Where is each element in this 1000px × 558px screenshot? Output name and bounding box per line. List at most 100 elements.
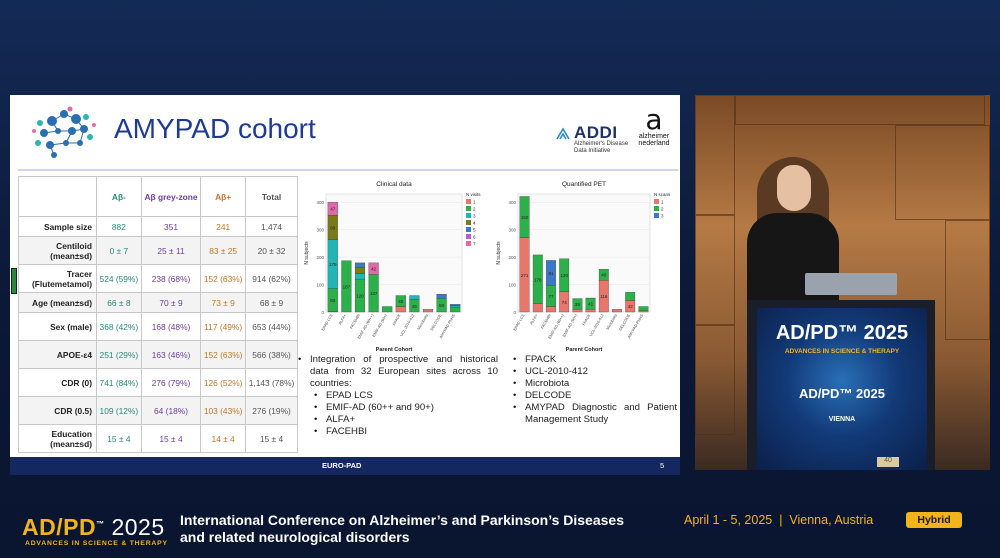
cell-abeta-pos: 73 ± 9 bbox=[200, 292, 247, 313]
header-empty bbox=[18, 176, 97, 217]
addi-subtitle: Alzheimer's Disease Data Initiative bbox=[574, 141, 629, 154]
alz-name: alzheimer nederland bbox=[638, 133, 670, 147]
adpd-logo-year: 2025 bbox=[111, 514, 165, 540]
x-tick-label: DELCODE bbox=[430, 313, 443, 331]
bar-segment bbox=[450, 304, 461, 306]
data-label: 89 bbox=[330, 225, 336, 230]
bar-segment bbox=[532, 254, 543, 304]
speaker-face bbox=[777, 165, 811, 211]
row-label: Age (mean±sd) bbox=[18, 292, 97, 313]
legend-entry: 2 bbox=[661, 207, 664, 212]
y-tick-label: 300 bbox=[508, 228, 516, 233]
row-label: CDR (0) bbox=[18, 368, 97, 397]
x-tick-label: FPACK bbox=[582, 313, 592, 326]
bullet-alfa: ALFA+ bbox=[298, 414, 498, 426]
conference-title-line2: and related neurological disorders bbox=[180, 529, 410, 545]
table-header-row: Aβ- Aβ grey-zone Aβ+ Total bbox=[18, 176, 298, 217]
data-label: 179 bbox=[329, 262, 337, 267]
legend-swatch bbox=[654, 206, 659, 211]
cell-abeta-pos: 152 (63%) bbox=[200, 264, 247, 293]
legend-swatch bbox=[466, 227, 471, 232]
cell-total: 1,143 (78%) bbox=[245, 368, 298, 397]
bullet-fpack: FPACK bbox=[513, 354, 677, 366]
podium-logo: AD/PD™ 2025 bbox=[775, 322, 909, 344]
bar-segment bbox=[546, 306, 556, 313]
legend-entry: 3 bbox=[473, 214, 476, 219]
alzheimer-nederland-logo: a alzheimer nederland bbox=[632, 103, 676, 155]
legend-title: N visits bbox=[466, 192, 481, 197]
y-tick-label: 100 bbox=[316, 283, 324, 288]
data-label: 47 bbox=[330, 207, 336, 212]
brain-network-logo bbox=[32, 106, 96, 158]
data-label: 39 bbox=[575, 302, 581, 307]
bullet-facehbi: FACEHBI bbox=[298, 426, 498, 438]
table-row: Tracer (Flutemetamol) 524 (59%) 238 (68%) 1… bbox=[18, 264, 298, 293]
cell-abeta-grey: 64 (18%) bbox=[140, 396, 202, 425]
cell-abeta-pos: 241 bbox=[200, 216, 247, 237]
chart-title: Clinical data bbox=[376, 181, 412, 188]
cell-abeta-pos: 117 (49%) bbox=[200, 312, 247, 341]
header-total: Total bbox=[245, 176, 298, 217]
cell-abeta-grey: 70 ± 9 bbox=[140, 292, 202, 313]
table-row: Centiloid (mean±sd) 0 ± 7 25 ± 11 83 ± 25 20… bbox=[18, 236, 298, 265]
legend-entry: 2 bbox=[473, 207, 476, 212]
podium-screen: AD/PD™ 2025 ADVANCES IN SCIENCE & THERAP… bbox=[757, 308, 927, 470]
legend-entry: 1 bbox=[661, 200, 664, 205]
data-label: 83 bbox=[330, 298, 336, 303]
bar-segment bbox=[409, 295, 420, 300]
data-label: 120 bbox=[356, 294, 364, 299]
footer-label: EURO-PAD bbox=[322, 461, 362, 470]
bar-segment bbox=[546, 260, 556, 286]
data-label: 271 bbox=[521, 273, 529, 278]
legend-swatch bbox=[466, 213, 471, 218]
alz-mark: a bbox=[645, 103, 663, 136]
bar-segment bbox=[559, 258, 570, 292]
cell-abeta-neg: 251 (29%) bbox=[96, 340, 142, 369]
cell-total: 68 ± 9 bbox=[245, 292, 298, 313]
cell-total: 15 ± 4 bbox=[245, 424, 298, 453]
cell-abeta-neg: 66 ± 8 bbox=[96, 292, 142, 313]
x-tick-label: FACEHBI bbox=[540, 314, 552, 330]
legend-entry: 5 bbox=[473, 228, 476, 233]
presentation-slide: AMYPAD cohort ADDI Alzheimer's Disease D… bbox=[10, 95, 680, 475]
bar-segment bbox=[327, 202, 338, 216]
slide-page-number: 5 bbox=[660, 461, 665, 470]
bullet-amypad-study: AMYPAD Diagnostic and Patient Management… bbox=[513, 402, 677, 426]
y-tick-label: 0 bbox=[513, 310, 516, 315]
y-axis-label: N subjects bbox=[496, 241, 502, 265]
bar-segment bbox=[572, 309, 583, 313]
data-label: 74 bbox=[562, 300, 568, 305]
cell-abeta-grey: 238 (68%) bbox=[140, 264, 202, 293]
table-row: Sample size 882 351 241 1,474 bbox=[18, 216, 298, 237]
cell-abeta-grey: 15 ± 4 bbox=[140, 424, 202, 453]
quantified-pet-svg: Quantified PET 0 100 200 300 400 N subjects 271… bbox=[496, 181, 671, 353]
cell-total: 914 (62%) bbox=[245, 264, 298, 293]
cell-abeta-grey: 163 (46%) bbox=[140, 340, 202, 369]
slide-title: AMYPAD cohort bbox=[114, 113, 316, 144]
row-label: Tracer (Flutemetamol) bbox=[18, 264, 97, 293]
cell-abeta-neg: 0 ± 7 bbox=[96, 236, 142, 265]
bar-segment bbox=[436, 294, 447, 299]
data-label: 45 bbox=[412, 304, 418, 309]
bar-segment bbox=[354, 273, 366, 280]
row-label: CDR (0.5) bbox=[18, 396, 97, 425]
data-label: 40 bbox=[398, 299, 404, 304]
legend-swatch bbox=[466, 241, 471, 246]
y-tick-label: 200 bbox=[316, 255, 324, 260]
cell-total: 566 (38%) bbox=[245, 340, 298, 369]
table-row: CDR (0) 741 (84%) 276 (79%) 126 (52%) 1,143 … bbox=[18, 368, 298, 397]
cell-total: 1,474 bbox=[245, 216, 298, 237]
x-tick-label: Microbiota bbox=[417, 313, 430, 331]
cell-abeta-neg: 524 (59%) bbox=[96, 264, 142, 293]
data-label: 41 bbox=[588, 302, 594, 307]
anniversary-badge: 40 bbox=[877, 457, 899, 467]
legend-swatch bbox=[654, 213, 659, 218]
bar-segment bbox=[519, 196, 530, 238]
cell-abeta-neg: 368 (42%) bbox=[96, 312, 142, 341]
x-tick-label: UCL-2010-412 bbox=[399, 314, 415, 338]
header-abeta-grey: Aβ grey-zone bbox=[140, 176, 202, 217]
podium-logo-secondary: AD/PD™ 2025 bbox=[799, 386, 885, 401]
laptop bbox=[805, 273, 897, 295]
x-tick-label: Microbiota bbox=[606, 313, 619, 331]
